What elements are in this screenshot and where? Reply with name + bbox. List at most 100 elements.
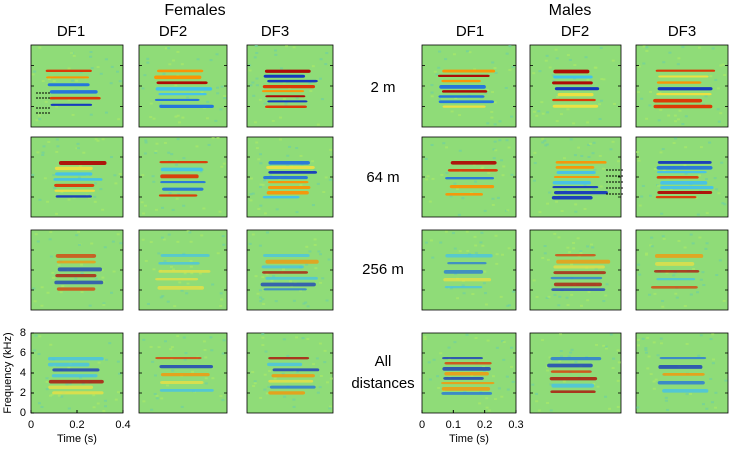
noise-speck	[205, 117, 209, 120]
noise-speck	[437, 98, 441, 101]
noise-speck	[699, 146, 703, 149]
noise-speck	[151, 360, 155, 363]
spectrogram-stripe	[155, 357, 202, 360]
noise-speck	[537, 409, 541, 412]
noise-speck	[568, 58, 572, 61]
spectrogram-stripe	[441, 90, 488, 93]
noise-speck	[223, 95, 227, 98]
spectrogram-stripe	[160, 167, 203, 172]
noise-speck	[439, 352, 443, 355]
noise-speck	[216, 252, 220, 255]
spectrogram-stripe	[444, 286, 483, 289]
noise-speck	[588, 142, 592, 145]
noise-speck	[319, 374, 323, 377]
noise-speck	[611, 140, 615, 143]
noise-speck	[453, 247, 457, 250]
noise-speck	[170, 153, 174, 156]
noise-speck	[649, 244, 653, 247]
noise-speck	[649, 194, 653, 197]
noise-speck	[87, 196, 91, 199]
noise-speck	[653, 292, 657, 295]
noise-speck	[118, 173, 122, 176]
noise-speck	[101, 280, 105, 283]
noise-speck	[200, 91, 204, 94]
noise-speck	[491, 375, 495, 378]
noise-speck	[474, 244, 478, 247]
noise-speck	[52, 174, 56, 177]
noise-speck	[55, 212, 59, 215]
noise-speck	[163, 141, 167, 144]
noise-speck	[485, 406, 489, 409]
noise-speck	[502, 165, 506, 168]
spectrogram-stripe	[265, 259, 319, 264]
noise-speck	[61, 285, 65, 288]
spectrogram-stripe	[549, 377, 598, 381]
panel-background	[635, 229, 729, 311]
spectrogram-stripe	[554, 87, 600, 91]
spectrogram-stripe	[441, 392, 493, 395]
spectrogram-stripe	[655, 262, 695, 266]
noise-speck	[258, 289, 262, 292]
spectrogram-stripe	[656, 93, 712, 96]
noise-speck	[505, 375, 509, 378]
noise-speck	[572, 241, 576, 244]
noise-speck	[698, 189, 702, 192]
noise-speck	[485, 397, 489, 400]
noise-speck	[546, 365, 550, 368]
noise-speck	[313, 169, 317, 172]
noise-speck	[508, 68, 512, 71]
noise-speck	[650, 245, 654, 248]
noise-speck	[702, 103, 706, 106]
noise-speck	[252, 385, 256, 388]
noise-speck	[533, 151, 537, 154]
spectrogram-stripe	[265, 105, 307, 108]
noise-speck	[471, 293, 475, 296]
noise-speck	[189, 240, 193, 243]
spectrogram-stripe	[443, 377, 484, 380]
noise-speck	[681, 123, 685, 126]
noise-speck	[473, 235, 477, 238]
x-tick-label: 0.1	[446, 419, 461, 431]
noise-speck	[554, 48, 558, 51]
noise-speck	[444, 230, 448, 233]
noise-speck	[714, 391, 718, 394]
noise-speck	[177, 193, 181, 196]
noise-speck	[683, 305, 687, 308]
noise-speck	[715, 274, 719, 277]
noise-speck	[538, 70, 542, 73]
noise-speck	[698, 236, 702, 239]
noise-speck	[652, 341, 656, 344]
noise-speck	[286, 354, 290, 357]
noise-speck	[604, 345, 608, 348]
noise-speck	[79, 376, 83, 379]
noise-speck	[445, 146, 449, 149]
noise-speck	[204, 356, 208, 359]
noise-speck	[701, 403, 705, 406]
noise-speck	[495, 346, 499, 349]
noise-speck	[535, 295, 539, 298]
noise-speck	[259, 162, 263, 165]
noise-speck	[67, 67, 71, 70]
spectrogram-stripe	[54, 166, 93, 171]
noise-speck	[544, 59, 548, 62]
noise-speck	[720, 161, 724, 164]
noise-speck	[599, 46, 603, 49]
noise-speck	[282, 268, 286, 271]
spectrogram-stripe	[159, 365, 213, 369]
noise-speck	[616, 379, 620, 382]
noise-speck	[676, 118, 680, 121]
noise-speck	[321, 277, 325, 280]
noise-speck	[574, 210, 578, 213]
noise-speck	[659, 342, 663, 345]
noise-speck	[555, 200, 559, 203]
noise-speck	[533, 162, 537, 165]
noise-speck	[257, 208, 261, 211]
noise-speck	[60, 395, 64, 398]
noise-speck	[168, 192, 172, 195]
noise-speck	[31, 73, 35, 76]
noise-speck	[661, 299, 665, 302]
noise-speck	[552, 80, 556, 83]
noise-speck	[677, 239, 681, 242]
noise-speck	[474, 180, 478, 183]
noise-speck	[305, 263, 309, 266]
